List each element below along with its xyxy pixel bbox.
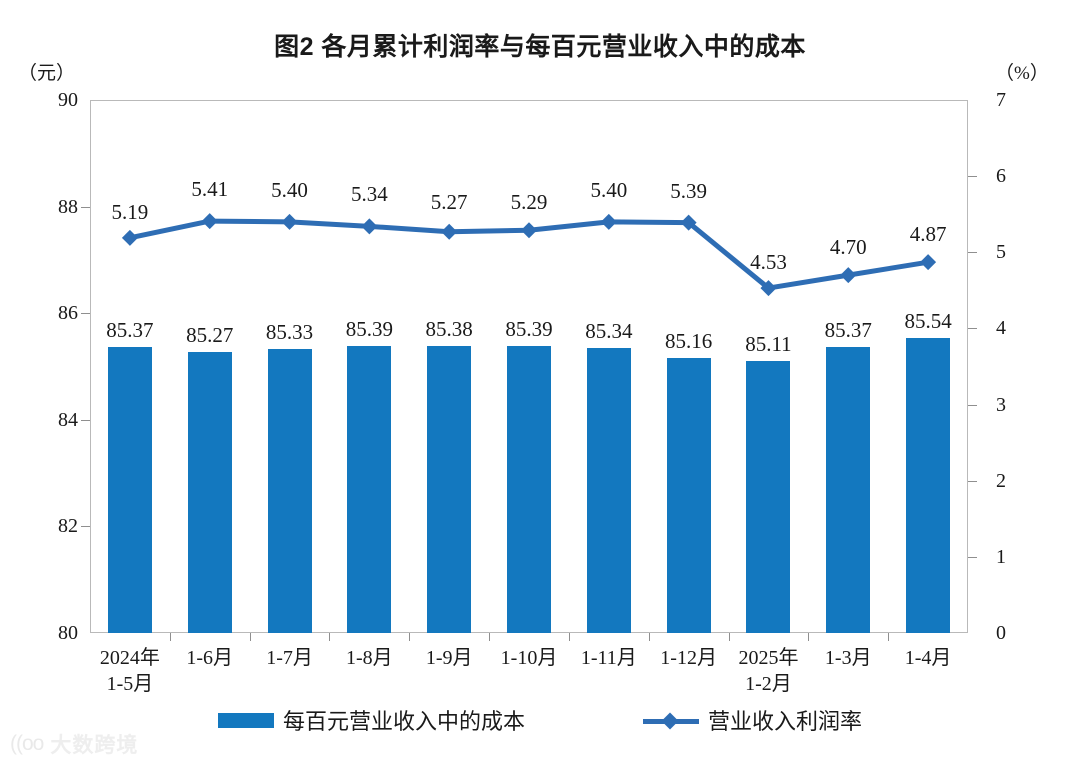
right-axis-tick-label: 4	[996, 317, 1006, 340]
legend-item-bar[interactable]: 每百元营业收入中的成本	[217, 704, 525, 736]
x-axis-tick-label: 1-12月	[660, 647, 717, 669]
bar-data-label: 85.39	[505, 316, 553, 341]
bar	[107, 346, 152, 633]
x-axis-tick-label: 2024年 1-5月	[99, 647, 160, 695]
line-data-label: 5.34	[350, 182, 388, 207]
legend-item-line[interactable]: 营业收入利润率	[643, 704, 862, 736]
bar	[666, 357, 711, 633]
x-axis-tick-mark	[249, 633, 251, 641]
right-axis-tick-label: 0	[996, 622, 1006, 644]
x-axis-tick-label: 1-9月	[425, 647, 473, 669]
x-axis-tick-label: 1-11月	[580, 647, 637, 669]
bar-data-label: 85.38	[425, 317, 473, 342]
bar	[507, 345, 551, 633]
line-data-label: 4.53	[750, 250, 787, 275]
bar	[347, 345, 392, 633]
x-axis-tick-label: 1-3月	[824, 647, 872, 669]
x-axis-tick-mark	[409, 633, 411, 641]
left-axis-unit-label: （元）	[18, 63, 76, 84]
line-data-label: 5.29	[510, 190, 548, 215]
watermark: ((oo 大数跨境	[10, 729, 138, 759]
right-axis-tick-label: 6	[996, 165, 1006, 188]
legend-line-label: 营业收入利润率	[708, 709, 863, 734]
bar-data-label: 85.16	[665, 328, 713, 353]
right-axis-tick-label: 3	[996, 393, 1006, 416]
bar	[187, 352, 232, 633]
right-axis-unit-label: （%）	[995, 63, 1049, 84]
line-data-label: 5.39	[670, 178, 707, 203]
bar-data-label: 85.34	[585, 319, 633, 344]
bar	[267, 348, 312, 633]
x-axis-tick-mark	[329, 633, 331, 641]
bar-data-label: 85.37	[824, 317, 872, 342]
left-axis-tick-label: 82	[58, 515, 78, 538]
right-axis-tick-mark	[968, 480, 977, 482]
left-axis-tick-mark	[81, 526, 90, 528]
left-axis-tick-label: 80	[58, 622, 78, 644]
line-data-label: 5.19	[111, 199, 149, 224]
x-axis-tick-label: 1-10月	[500, 647, 558, 669]
right-axis-tick-mark	[968, 328, 977, 330]
x-axis-tick-label: 1-7月	[266, 647, 313, 669]
bar-data-label: 85.11	[745, 331, 792, 356]
left-axis-tick-label: 84	[58, 408, 78, 431]
left-axis-tick-mark	[81, 206, 90, 208]
line-data-label: 5.40	[271, 177, 308, 202]
right-axis-tick-mark	[968, 252, 977, 254]
bar-data-label: 85.37	[106, 317, 154, 342]
line-data-label: 5.41	[191, 177, 229, 202]
bar	[586, 348, 631, 633]
x-axis-tick-label: 1-6月	[186, 647, 234, 669]
watermark-logo-icon: ((oo	[10, 732, 44, 755]
bar	[427, 346, 472, 633]
x-axis-tick-mark	[568, 633, 570, 641]
bar	[826, 346, 871, 633]
line-data-label: 5.27	[430, 189, 468, 214]
line-data-label: 5.40	[590, 177, 628, 202]
chart-title: 图2 各月累计利润率与每百元营业收入中的成本	[274, 33, 806, 61]
left-axis-tick-label: 86	[58, 302, 78, 325]
x-axis-tick-mark	[808, 633, 810, 641]
legend-line-swatch-icon	[643, 712, 699, 729]
bar-data-label: 85.39	[345, 316, 393, 341]
left-axis-tick-mark	[81, 419, 90, 421]
legend-bar-label: 每百元营业收入中的成本	[282, 709, 525, 734]
bar	[746, 360, 791, 633]
x-axis-tick-mark	[888, 633, 890, 641]
x-axis-tick-label: 2025年 1-2月	[738, 647, 799, 695]
watermark-text: 大数跨境	[50, 734, 139, 757]
right-axis-tick-mark	[968, 556, 977, 558]
right-axis-tick-label: 1	[996, 545, 1006, 568]
right-axis-tick-label: 7	[996, 89, 1006, 111]
x-axis-tick-mark	[728, 633, 730, 641]
left-axis-tick-label: 88	[58, 195, 78, 218]
bar-data-label: 85.33	[265, 319, 314, 344]
x-axis-tick-label: 1-8月	[346, 647, 393, 669]
line-data-label: 4.87	[909, 222, 947, 247]
x-axis-tick-mark	[169, 633, 171, 641]
left-axis-tick-mark	[81, 313, 90, 315]
chart-legend: 每百元营业收入中的成本 营业收入利润率	[0, 704, 1080, 736]
x-axis-tick-mark	[489, 633, 491, 641]
bar-data-label: 85.54	[904, 308, 952, 333]
legend-bar-swatch-icon	[217, 712, 274, 728]
x-axis-tick-mark	[648, 633, 650, 641]
right-axis-tick-mark	[968, 176, 977, 178]
left-axis-tick-label: 90	[58, 89, 78, 111]
x-axis-tick-label: 1-4月	[904, 647, 952, 669]
bar-data-label: 85.27	[186, 323, 234, 348]
right-axis-tick-label: 2	[996, 469, 1006, 492]
bar	[906, 337, 951, 633]
line-data-label: 4.70	[829, 235, 867, 260]
right-axis-tick-label: 5	[996, 241, 1006, 264]
right-axis-tick-mark	[968, 404, 977, 406]
